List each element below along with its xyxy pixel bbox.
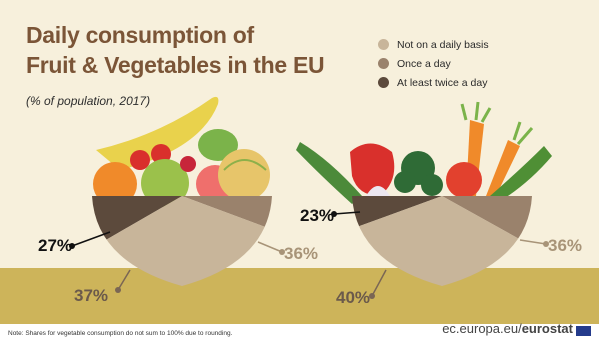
callout-line — [333, 211, 361, 215]
fruit-pile-illustration — [93, 96, 270, 207]
title-line-1: Daily consumption of — [26, 22, 254, 48]
strawberry-icon-2 — [151, 144, 171, 164]
callout-line — [117, 269, 131, 291]
callout-dot — [115, 287, 121, 293]
source-url[interactable]: ec.europa.eu/eurostat — [442, 321, 573, 336]
callout-dot — [369, 293, 375, 299]
footer-bar — [0, 324, 599, 342]
callout-line — [371, 269, 387, 297]
veg-once-label: 40% — [336, 288, 371, 307]
veg-twice-label: 23% — [300, 206, 335, 225]
veg-not-daily-label: 36% — [548, 236, 583, 255]
veg-slice-at-least-twice-a-day — [352, 196, 442, 241]
legend-item-once: Once a day — [378, 54, 489, 73]
legend: Not on a daily basis Once a day At least… — [378, 35, 489, 92]
title-line-2: Fruit & Vegetables in the EU — [26, 52, 325, 78]
ground-band — [0, 268, 599, 324]
banana-icon — [96, 96, 219, 170]
strawberry-icon — [130, 150, 150, 170]
chart-subtitle: (% of population, 2017) — [26, 94, 151, 108]
zucchini-icon — [490, 146, 552, 200]
legend-item-twice: At least twice a day — [378, 73, 489, 92]
source-brand: eurostat — [521, 321, 573, 336]
vegetable-bowl-pie — [352, 196, 532, 286]
legend-label-not-daily: Not on a daily basis — [397, 38, 489, 51]
fruit-bowl-pie — [92, 196, 272, 286]
chart-title: Daily consumption of Fruit & Vegetables … — [26, 20, 325, 80]
cucumber-icon — [296, 142, 362, 204]
eu-flag-icon — [576, 326, 591, 336]
callout-line — [519, 239, 547, 245]
cherry-icon — [180, 156, 196, 172]
source-prefix: ec.europa.eu/ — [442, 321, 522, 336]
legend-swatch-once — [378, 58, 389, 69]
fruit-slice-once-a-day — [131, 196, 272, 242]
pepper-icon — [350, 143, 395, 196]
tomato-icon — [446, 162, 482, 198]
vegetable-pile-illustration — [296, 101, 552, 204]
legend-swatch-not-daily — [378, 39, 389, 50]
footnote: Note: Shares for vegetable consumption d… — [8, 330, 233, 337]
grape-icon — [198, 129, 238, 161]
fruit-once-label: 37% — [74, 286, 109, 305]
callout-lines — [69, 211, 549, 299]
fruit-slice-not-on-a-daily-basis — [92, 196, 272, 286]
legend-label-once: Once a day — [397, 57, 451, 70]
garlic-icon — [366, 186, 390, 196]
callout-dot — [69, 243, 75, 249]
legend-label-twice: At least twice a day — [397, 76, 488, 89]
carrot-icon-2 — [486, 140, 520, 196]
callout-line — [71, 231, 111, 247]
apple-icon — [141, 159, 189, 207]
legend-swatch-twice — [378, 77, 389, 88]
fruit-not-daily-label: 36% — [284, 244, 319, 263]
callout-dot — [331, 211, 337, 217]
fruit-twice-label: 27% — [38, 236, 73, 255]
callout-line — [257, 241, 283, 253]
callout-dot — [543, 241, 549, 247]
legend-item-not-daily: Not on a daily basis — [378, 35, 489, 54]
callout-dot — [279, 249, 285, 255]
melon-icon — [218, 149, 270, 201]
orange-icon — [93, 162, 137, 206]
veg-slice-once-a-day — [384, 196, 532, 260]
veg-slice-not-on-a-daily-basis — [352, 196, 532, 286]
